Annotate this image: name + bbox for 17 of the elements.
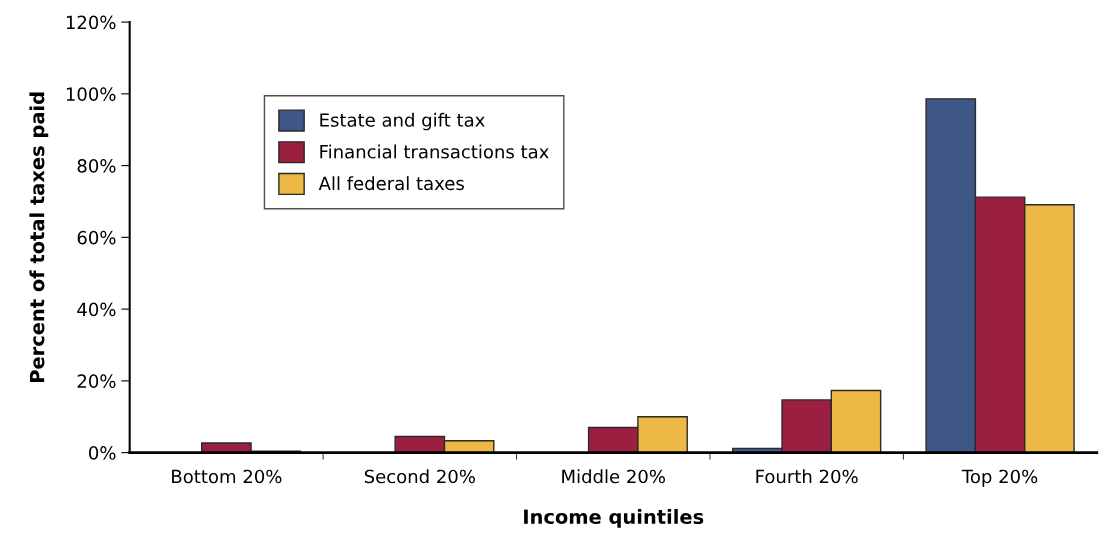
legend-label: Financial transactions tax (320, 144, 549, 159)
x-axis-title: Income quintiles (524, 509, 704, 528)
y-axis-title: Percent of total taxes paid (29, 92, 49, 382)
legend-label: All federal taxes (318, 176, 464, 191)
x-tick-label: Middle 20% (562, 469, 665, 484)
y-tick-label: 20% (77, 374, 116, 388)
y-tick-label: 0% (89, 446, 116, 460)
x-tick-label: Top 20% (961, 469, 1038, 487)
x-tick-label: Fourth 20% (756, 469, 858, 484)
x-tick-label: Second 20% (364, 469, 475, 484)
y-tick-label: 60% (77, 230, 116, 245)
y-tick-label: 100% (66, 87, 116, 101)
y-tick-label: 40% (77, 302, 116, 317)
legend-label: Estate and gift tax (320, 112, 485, 131)
y-tick-label: 120% (66, 15, 116, 30)
x-tick-label: Bottom 20% (172, 469, 282, 484)
y-tick-label: 80% (77, 159, 116, 173)
